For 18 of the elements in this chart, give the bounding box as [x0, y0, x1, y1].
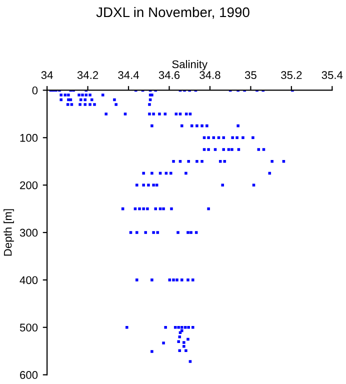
y-tick-label: 0: [32, 86, 38, 94]
x-axis-title: Salinity: [172, 60, 208, 70]
y-tick-label: 400: [20, 276, 38, 284]
y-tick-label: 100: [20, 134, 38, 142]
y-tick-label: 200: [20, 181, 38, 190]
x-tick-label: 35.2: [281, 71, 302, 80]
x-tick-label: 34: [41, 71, 53, 80]
y-tick-label: 300: [20, 228, 38, 237]
x-tick-label: 34.2: [77, 71, 98, 80]
x-tick-label: 34.4: [118, 71, 140, 80]
y-tick-label: 600: [20, 371, 38, 379]
chart-title: JDXL in November, 1990: [96, 6, 250, 19]
x-tick-label: 35.4: [322, 71, 343, 80]
x-tick-label: 34.8: [200, 71, 220, 80]
y-tick-label: 500: [20, 324, 38, 332]
x-tick-label: 35: [244, 71, 256, 80]
x-tick-label: 34.6: [158, 71, 180, 80]
y-axis-title: Depth [m]: [4, 209, 14, 256]
